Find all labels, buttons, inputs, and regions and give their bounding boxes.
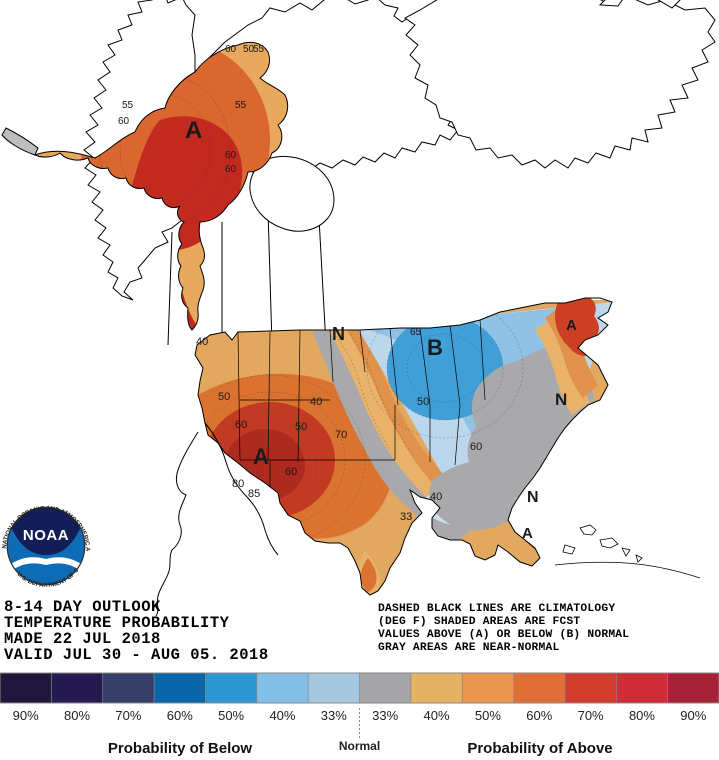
svg-text:60: 60 [235, 419, 247, 431]
svg-text:60: 60 [285, 466, 297, 478]
svg-text:65: 65 [410, 327, 422, 338]
svg-text:Normal: Normal [339, 739, 380, 753]
svg-text:50: 50 [295, 421, 307, 433]
svg-text:(DEG F) SHADED AREAS ARE FCST: (DEG F) SHADED AREAS ARE FCST [378, 616, 580, 628]
svg-text:B: B [427, 335, 443, 360]
svg-text:VALID JUL 30 - AUG 05. 2018: VALID JUL 30 - AUG 05. 2018 [4, 646, 269, 664]
svg-text:80%: 80% [629, 708, 655, 723]
svg-text:A: A [185, 117, 202, 144]
svg-text:Probability of Above: Probability of Above [467, 740, 612, 757]
svg-text:60%: 60% [167, 708, 193, 723]
svg-text:50%: 50% [475, 708, 501, 723]
svg-text:40: 40 [430, 491, 442, 503]
svg-text:A: A [522, 525, 533, 542]
svg-text:40%: 40% [424, 708, 450, 723]
svg-text:60: 60 [225, 164, 237, 175]
svg-text:55: 55 [253, 44, 265, 55]
svg-text:60: 60 [118, 116, 130, 127]
svg-text:33: 33 [400, 511, 412, 523]
svg-text:50%: 50% [218, 708, 244, 723]
svg-text:60%: 60% [526, 708, 552, 723]
svg-text:70%: 70% [115, 708, 141, 723]
svg-text:N: N [332, 324, 345, 344]
svg-text:90%: 90% [680, 708, 706, 723]
svg-text:70: 70 [335, 429, 347, 441]
svg-text:DASHED BLACK LINES ARE CLIMATO: DASHED BLACK LINES ARE CLIMATOLOGY [378, 603, 615, 615]
svg-text:33%: 33% [372, 708, 398, 723]
svg-text:70%: 70% [578, 708, 604, 723]
svg-text:40: 40 [196, 336, 208, 348]
svg-text:90%: 90% [13, 708, 39, 723]
svg-text:40%: 40% [269, 708, 295, 723]
svg-text:40: 40 [310, 396, 322, 408]
svg-text:GRAY AREAS ARE NEAR-NORMAL: GRAY AREAS ARE NEAR-NORMAL [378, 642, 559, 654]
svg-text:Probability of Below: Probability of Below [108, 740, 253, 757]
svg-text:80%: 80% [64, 708, 90, 723]
svg-text:60: 60 [225, 150, 237, 161]
svg-text:N: N [555, 390, 567, 409]
svg-text:50: 50 [218, 391, 230, 403]
svg-text:33%: 33% [321, 708, 347, 723]
svg-text:85: 85 [248, 488, 260, 500]
svg-text:VALUES ABOVE (A) OR BELOW (B): VALUES ABOVE (A) OR BELOW (B) NORMAL [378, 629, 629, 641]
svg-text:80: 80 [232, 478, 244, 490]
svg-text:50: 50 [417, 396, 429, 408]
svg-text:N: N [527, 489, 539, 506]
svg-text:NOAA: NOAA [23, 527, 69, 544]
svg-text:A: A [253, 444, 269, 469]
svg-text:A: A [566, 317, 577, 334]
svg-text:55: 55 [235, 100, 247, 111]
svg-text:55: 55 [122, 100, 134, 111]
svg-text:60: 60 [470, 441, 482, 453]
svg-text:60: 60 [225, 44, 237, 55]
